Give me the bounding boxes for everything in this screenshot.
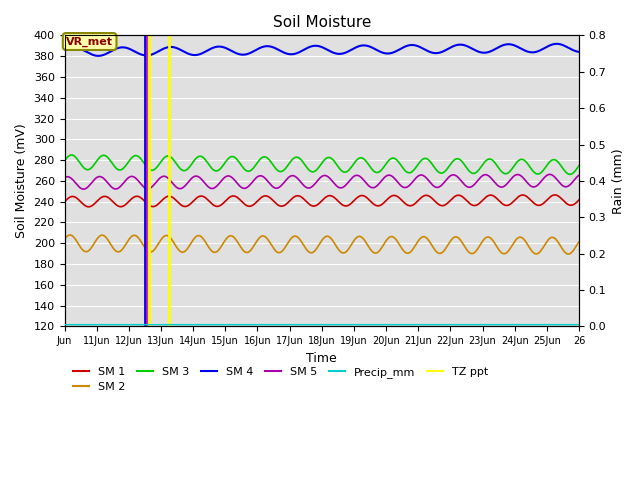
SM 5	[148, 184, 156, 190]
Precip_mm	[575, 322, 583, 327]
SM 1	[129, 195, 137, 201]
SM 2	[61, 237, 68, 242]
Line: SM 1: SM 1	[65, 195, 579, 207]
SM 3	[332, 160, 339, 166]
SM 3	[566, 171, 574, 177]
Y-axis label: Soil Moisture (mV): Soil Moisture (mV)	[15, 123, 28, 238]
SM 5	[546, 171, 554, 177]
SM 1	[551, 192, 559, 198]
Line: SM 2: SM 2	[65, 235, 579, 254]
SM 2	[129, 233, 137, 239]
SM 1	[234, 195, 242, 201]
Precip_mm	[61, 322, 68, 327]
SM 5	[61, 175, 68, 180]
Text: VR_met: VR_met	[66, 36, 113, 47]
Precip_mm	[234, 322, 242, 327]
Precip_mm	[129, 322, 136, 327]
SM 3	[575, 163, 583, 168]
SM 3	[61, 158, 68, 164]
SM 1	[575, 197, 583, 203]
SM 4	[61, 48, 68, 54]
SM 2	[332, 242, 339, 248]
SM 1	[148, 204, 156, 209]
Precip_mm	[331, 322, 339, 327]
SM 2	[564, 251, 572, 257]
SM 1	[284, 200, 292, 205]
SM 2	[575, 239, 583, 245]
Precip_mm	[147, 322, 155, 327]
SM 4	[332, 50, 339, 56]
SM 1	[84, 204, 92, 210]
SM 3	[342, 169, 350, 175]
Title: Soil Moisture: Soil Moisture	[273, 15, 371, 30]
SM 2	[342, 249, 350, 255]
Legend: SM 1, SM 2, SM 3, SM 4, SM 5, Precip_mm, TZ ppt: SM 1, SM 2, SM 3, SM 4, SM 5, Precip_mm,…	[68, 362, 493, 396]
SM 4	[575, 49, 583, 55]
SM 3	[129, 154, 137, 159]
SM 5	[342, 182, 350, 188]
SM 4	[148, 52, 156, 58]
SM 3	[68, 152, 76, 158]
SM 2	[234, 240, 242, 246]
SM 5	[575, 172, 583, 178]
SM 5	[79, 186, 87, 192]
SM 5	[284, 175, 292, 181]
SM 5	[332, 182, 339, 188]
Precip_mm	[284, 322, 291, 327]
SM 4	[129, 48, 137, 54]
Line: SM 3: SM 3	[65, 155, 579, 174]
SM 3	[284, 162, 292, 168]
SM 5	[234, 182, 242, 188]
SM 1	[332, 195, 339, 201]
SM 4	[234, 51, 242, 57]
Line: SM 4: SM 4	[65, 44, 579, 56]
SM 5	[129, 174, 137, 180]
SM 3	[148, 168, 156, 173]
SM 3	[234, 158, 242, 164]
SM 4	[284, 51, 292, 57]
SM 2	[67, 232, 74, 238]
SM 1	[61, 199, 68, 204]
Line: SM 5: SM 5	[65, 174, 579, 189]
SM 2	[284, 240, 292, 246]
SM 4	[342, 49, 350, 55]
SM 1	[342, 203, 350, 209]
SM 4	[95, 53, 102, 59]
SM 2	[148, 249, 156, 255]
X-axis label: Time: Time	[307, 352, 337, 365]
Y-axis label: Rain (mm): Rain (mm)	[612, 148, 625, 214]
Precip_mm	[342, 322, 349, 327]
SM 4	[553, 41, 561, 47]
